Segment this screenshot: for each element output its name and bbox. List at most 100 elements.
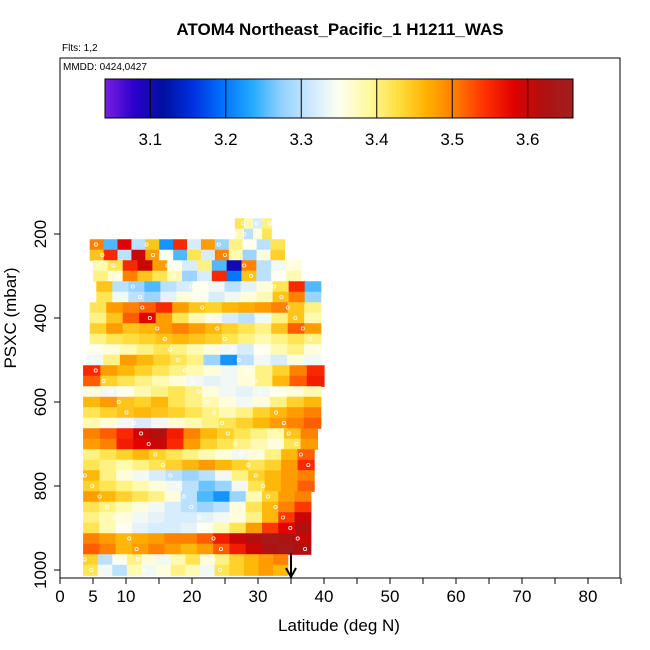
sample-point bbox=[266, 494, 271, 499]
y-tick-label: 400 bbox=[31, 304, 50, 332]
heatmap-cell bbox=[184, 396, 203, 408]
heatmap-cell bbox=[99, 459, 117, 471]
x-tick-label: 20 bbox=[183, 587, 202, 606]
heatmap-cell bbox=[117, 375, 136, 387]
heatmap-cell bbox=[99, 480, 117, 492]
heatmap-cell bbox=[151, 365, 170, 377]
heatmap-cell bbox=[149, 480, 167, 492]
heatmap-cell bbox=[200, 438, 218, 450]
heatmap-cell bbox=[149, 459, 167, 471]
sample-point bbox=[168, 473, 173, 478]
heatmap-cell bbox=[242, 249, 258, 261]
heatmap-cell bbox=[224, 281, 242, 293]
heatmap-cell bbox=[172, 312, 190, 324]
heatmap-cell bbox=[192, 281, 210, 293]
heatmap-cell bbox=[214, 249, 230, 261]
heatmap-cell bbox=[270, 344, 288, 356]
heatmap-cell bbox=[200, 564, 216, 576]
heatmap-cell bbox=[294, 533, 312, 545]
sample-point bbox=[286, 431, 291, 436]
heatmap-cell bbox=[100, 407, 118, 419]
heatmap-cell bbox=[83, 564, 99, 576]
heatmap-cell bbox=[99, 512, 117, 524]
heatmap-cell bbox=[119, 344, 138, 356]
heatmap-cell bbox=[103, 249, 119, 261]
heatmap-cell bbox=[304, 281, 322, 293]
heatmap-cell bbox=[167, 270, 183, 282]
heatmap-cell bbox=[226, 260, 243, 272]
heatmap-cell bbox=[106, 312, 124, 324]
x-tick-label: 30 bbox=[249, 587, 268, 606]
x-axis: 0 5 10 20 30 40 50 60 70 80 bbox=[55, 578, 622, 606]
heatmap-cell bbox=[134, 417, 152, 429]
heatmap-cell bbox=[152, 270, 168, 282]
heatmap-cell bbox=[198, 459, 216, 471]
heatmap-cell bbox=[281, 470, 299, 482]
heatmap-cell bbox=[156, 564, 172, 576]
heatmap-cell bbox=[200, 428, 218, 440]
heatmap-cell bbox=[180, 501, 198, 513]
sample-point bbox=[140, 305, 145, 310]
heatmap-cell bbox=[99, 449, 117, 461]
sample-point bbox=[285, 305, 290, 310]
heatmap-cell bbox=[231, 480, 249, 492]
heatmap-cell bbox=[205, 323, 223, 335]
heatmap-cell bbox=[300, 438, 318, 450]
heatmap-cell bbox=[196, 491, 214, 503]
heatmap-cell bbox=[106, 333, 124, 345]
sample-point bbox=[303, 547, 308, 552]
y-tick-label: 800 bbox=[31, 472, 50, 500]
x-tick-label: 10 bbox=[117, 587, 136, 606]
heatmap-cell bbox=[248, 449, 266, 461]
heatmap-cell bbox=[200, 239, 216, 251]
heatmap-area bbox=[82, 218, 325, 576]
heatmap-cell bbox=[164, 501, 182, 513]
heatmap-cell bbox=[220, 365, 239, 377]
heatmap-cell bbox=[165, 459, 183, 471]
heatmap-cell bbox=[167, 417, 186, 429]
sample-point bbox=[248, 273, 253, 278]
heatmap-cell bbox=[89, 323, 107, 335]
heatmap-cell bbox=[256, 239, 272, 251]
sample-point bbox=[280, 515, 285, 520]
heatmap-cell bbox=[220, 354, 238, 366]
heatmap-cell bbox=[99, 501, 117, 513]
heatmap-cell bbox=[201, 417, 220, 429]
heatmap-cell bbox=[196, 260, 213, 272]
heatmap-cell bbox=[116, 449, 134, 461]
heatmap-cell bbox=[122, 302, 140, 314]
heatmap-cell bbox=[131, 543, 149, 555]
heatmap-cell bbox=[262, 491, 279, 503]
heatmap-cell bbox=[287, 312, 305, 324]
heatmap-cell bbox=[271, 323, 289, 335]
heatmap-cell bbox=[218, 396, 237, 408]
heatmap-cell bbox=[141, 554, 157, 566]
heatmap-cell bbox=[83, 386, 101, 398]
heatmap-cell bbox=[255, 365, 273, 377]
heatmap-cell bbox=[99, 533, 117, 545]
sample-point bbox=[272, 284, 277, 289]
heatmap-cell bbox=[115, 543, 133, 555]
heatmap-cell bbox=[196, 501, 214, 513]
sample-point bbox=[293, 315, 298, 320]
heatmap-cell bbox=[271, 302, 289, 314]
sample-point bbox=[89, 357, 94, 362]
heatmap-cell bbox=[83, 365, 101, 377]
heatmap-cell bbox=[83, 438, 101, 450]
heatmap-cell bbox=[283, 428, 302, 440]
heatmap-cell bbox=[250, 428, 268, 440]
heatmap-cell bbox=[286, 270, 302, 282]
heatmap-cell bbox=[131, 501, 149, 513]
heatmap-cell bbox=[132, 480, 150, 492]
heatmap-cell bbox=[176, 281, 194, 293]
sample-point bbox=[281, 420, 286, 425]
heatmap-cell bbox=[213, 522, 231, 534]
sample-point bbox=[241, 221, 246, 226]
heatmap-cell bbox=[83, 396, 101, 408]
heatmap-cell bbox=[83, 543, 100, 555]
heatmap-cell bbox=[172, 333, 190, 345]
heatmap-cell bbox=[106, 302, 124, 314]
heatmap-cell bbox=[170, 354, 188, 366]
sample-point bbox=[253, 473, 258, 478]
heatmap-cell bbox=[254, 302, 272, 314]
